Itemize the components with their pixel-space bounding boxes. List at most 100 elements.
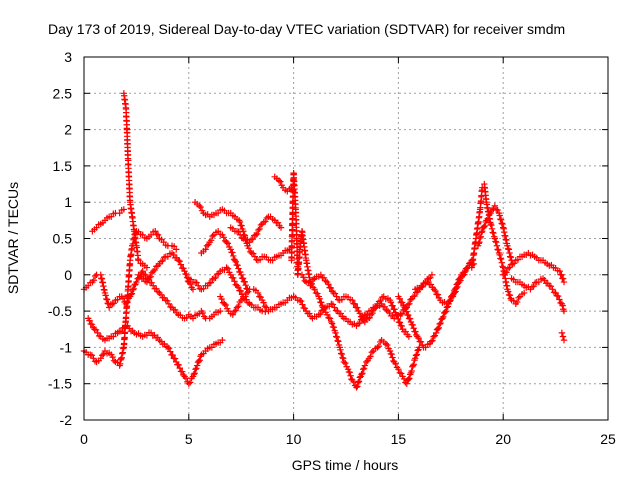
data-point [159,257,166,265]
data-point [559,275,567,282]
data-point [275,177,283,184]
data-point [171,355,179,362]
data-point [351,300,359,308]
data-point [263,304,270,311]
data-point [425,275,432,282]
data-point [233,304,241,311]
data-point [165,345,173,352]
data-point [382,340,390,347]
data-point [405,376,412,383]
data-point [454,283,461,291]
data-point [91,272,99,280]
tick-labels: 0 5 10 15 20 25 -2 -1.5 -1 -0.5 0 0.5 1 1.5 2 2.5 3 [48,49,616,447]
data-point [369,309,376,317]
data-point [389,354,396,361]
data-point [142,271,149,279]
data-point [105,304,113,311]
data-point [207,279,215,286]
data-point [506,249,513,257]
data-point [232,258,240,265]
data-point [347,372,354,379]
data-point [513,298,521,306]
data-point [451,289,458,296]
data-point [354,383,361,390]
data-point [505,288,512,295]
data-point [103,296,111,303]
data-point [477,233,485,240]
data-point [230,274,237,282]
data-point [185,380,192,387]
data-point [236,231,244,239]
data-point [480,223,488,231]
data-point [231,257,239,264]
data-point [103,295,110,303]
data-point [164,344,172,351]
data-point [410,325,417,332]
data-point [488,222,495,229]
data-point [432,329,440,337]
data-point [317,310,324,318]
data-point [496,212,503,219]
data-point [509,260,516,268]
data-point [488,206,496,214]
data-point [224,240,232,247]
data-point [238,271,245,278]
data-point [397,370,405,377]
x-tick-label: 25 [600,431,616,447]
data-point [499,220,506,228]
data-point [442,308,450,315]
data-point [497,216,505,223]
data-point [446,298,453,305]
data-point [327,284,335,292]
data-point [355,378,363,385]
data-point [90,277,97,284]
data-point [330,324,338,331]
data-point [430,333,437,340]
data-point [358,371,365,378]
data-point [176,364,184,372]
data-point [560,307,568,315]
y-tick-label: -0.5 [48,303,72,319]
y-tick-label: 0.5 [53,231,73,247]
data-point [560,336,568,344]
data-point [419,283,426,291]
data-point [494,206,501,214]
data-point [165,300,173,308]
data-point [391,306,398,313]
data-point [133,278,140,286]
data-point [559,302,566,309]
data-point [257,221,265,229]
data-point [403,308,410,315]
data-point [193,365,200,372]
data-point [231,308,238,315]
data-point [375,342,383,350]
data-point [256,225,263,233]
data-point [503,269,510,276]
data-point [401,304,408,311]
data-point [109,300,116,308]
x-tick-label: 20 [495,431,511,447]
data-point [359,313,366,321]
data-point [257,293,264,301]
data-point [255,226,262,234]
data-points [80,90,568,391]
data-point [452,288,459,295]
data-point [337,350,345,357]
data-point [411,292,418,300]
data-point [489,229,496,236]
data-point [175,257,182,264]
data-point [149,282,157,289]
data-point [88,352,96,359]
data-point [260,299,267,306]
data-point [395,365,402,373]
data-point [491,235,499,242]
data-point [405,333,413,340]
data-point [499,263,506,270]
data-point [340,355,347,362]
data-point [515,294,522,301]
data-point [196,202,203,210]
data-point [359,366,367,373]
data-point [495,246,502,254]
data-point [220,234,227,241]
data-point [239,275,247,282]
